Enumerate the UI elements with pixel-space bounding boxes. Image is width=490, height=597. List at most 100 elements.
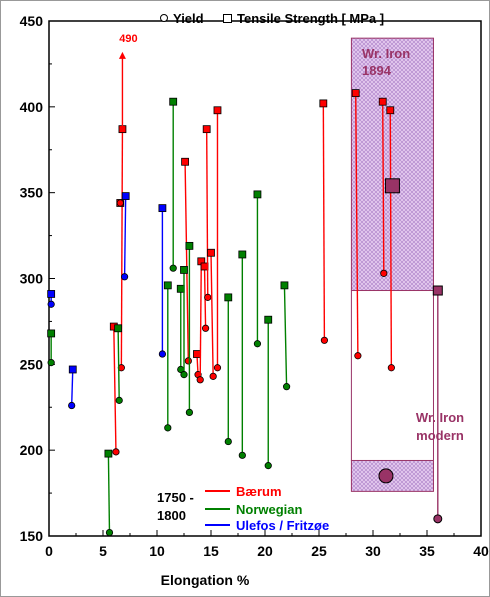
x-tick-label: 15 xyxy=(203,543,219,559)
yield-point xyxy=(184,357,192,365)
data-series: 490 xyxy=(47,33,443,537)
wr-iron-modern-label-line2: modern xyxy=(416,428,464,443)
x-tick-label: 5 xyxy=(99,543,107,559)
yield-point xyxy=(47,359,55,367)
yield-point xyxy=(47,300,55,308)
yield-point xyxy=(202,324,210,332)
tensile-point xyxy=(121,192,130,201)
tensile-point xyxy=(319,99,328,108)
tensile-point xyxy=(253,190,262,199)
yield-point xyxy=(224,437,232,446)
tensile-point xyxy=(207,248,215,257)
tensile-point xyxy=(185,241,194,250)
yield-point xyxy=(204,293,212,301)
tensile-point xyxy=(104,449,113,458)
tensile-point xyxy=(47,290,56,298)
x-tick-label: 10 xyxy=(149,543,165,559)
y-tick-label: 450 xyxy=(20,13,44,29)
wr-iron-1894-tensile-box xyxy=(350,37,434,292)
tensile-point xyxy=(264,315,273,324)
tensile-point xyxy=(378,97,387,106)
chart-labels: Wr. Iron 1894 Wr. Iron modern Yield Tensile S… xyxy=(157,11,464,533)
pair-line xyxy=(210,252,214,377)
yield-point xyxy=(209,372,217,380)
legend-tensile-label: Tensile Strength [ MPa ] xyxy=(237,11,384,26)
tensile-point xyxy=(280,281,289,290)
tensile-point xyxy=(202,125,211,134)
tensile-point xyxy=(224,293,233,302)
x-axis-label: Elongation % xyxy=(161,572,250,588)
series-Ulefos / Fritzøe xyxy=(47,192,167,410)
yield-point xyxy=(264,462,272,470)
yield-point xyxy=(158,350,166,358)
tensile-point xyxy=(351,89,360,97)
tensile-point xyxy=(386,106,395,115)
series-Norwegian xyxy=(47,97,291,537)
legend-series-label: Ulefos / Fritzøe xyxy=(236,518,329,533)
yield-point xyxy=(213,364,222,372)
wr-iron-modern-label-line1: Wr. Iron xyxy=(416,410,464,425)
yield-point xyxy=(115,396,123,404)
x-tick-label: 30 xyxy=(365,543,381,559)
pair-line xyxy=(389,110,393,368)
annotation-label: 490 xyxy=(119,33,137,45)
wr-iron-1894-label-line1: Wr. Iron xyxy=(362,46,410,61)
yield-point xyxy=(112,448,120,456)
yield-point xyxy=(164,424,172,432)
tensile-point xyxy=(169,97,178,106)
pair-line xyxy=(355,93,359,356)
pair-line xyxy=(205,129,209,298)
legend-series-label: Bærum xyxy=(236,484,282,499)
tensile-point xyxy=(163,281,172,290)
tensile-point xyxy=(114,324,123,333)
legend-yield-label: Yield xyxy=(173,11,204,26)
pair-line xyxy=(123,196,127,277)
legend-period-line1: 1750 - xyxy=(157,490,194,505)
tensile-point xyxy=(158,204,167,213)
legend-period-line2: 1800 xyxy=(157,508,186,523)
legend-series-label: Norwegian xyxy=(236,502,303,517)
tensile-point xyxy=(181,157,189,166)
tensile-point xyxy=(213,106,222,115)
tensile-point xyxy=(238,250,247,259)
legend-yield-marker xyxy=(160,14,168,22)
pair-line xyxy=(382,101,385,274)
x-tick-label: 40 xyxy=(473,543,489,559)
yield-point xyxy=(387,364,395,372)
yield-point xyxy=(68,401,76,410)
pair-line xyxy=(322,103,326,341)
axes: 150 200 250 300 350 400 450 0 5 10 15 20 25 30 35 40 Elo… xyxy=(20,13,489,588)
tensile-point xyxy=(180,266,188,274)
y-tick-label: 150 xyxy=(20,528,44,544)
tensile-point xyxy=(193,350,201,358)
x-tick-label: 35 xyxy=(419,543,435,559)
pair-line xyxy=(107,453,111,533)
y-tick-label: 200 xyxy=(20,442,44,458)
wr-iron-1894-tensile-mean xyxy=(384,178,400,194)
wr-iron-modern-yield xyxy=(433,514,443,524)
yield-point xyxy=(320,336,328,344)
yield-point xyxy=(169,264,177,272)
yield-point xyxy=(354,352,362,360)
yield-point xyxy=(238,451,246,459)
pair-line xyxy=(199,261,202,380)
x-tick-label: 0 xyxy=(45,543,53,559)
yield-point xyxy=(105,528,114,537)
y-tick-label: 400 xyxy=(20,99,44,115)
annotation-arrow-head xyxy=(118,51,126,59)
yield-point xyxy=(196,376,204,384)
legend-tensile-marker xyxy=(223,14,232,23)
wr-iron-1894-yield-mean xyxy=(378,468,394,484)
y-tick-label: 350 xyxy=(20,185,44,201)
pair-line xyxy=(283,285,288,387)
yield-point xyxy=(116,199,124,207)
pair-line xyxy=(117,328,120,401)
yield-point xyxy=(185,408,193,416)
yield-point xyxy=(380,269,388,277)
tensile-point xyxy=(68,365,77,374)
pair-line xyxy=(113,326,117,452)
series-Bærum: 490 xyxy=(109,33,395,456)
x-tick-label: 25 xyxy=(311,543,327,559)
yield-point xyxy=(180,371,188,379)
